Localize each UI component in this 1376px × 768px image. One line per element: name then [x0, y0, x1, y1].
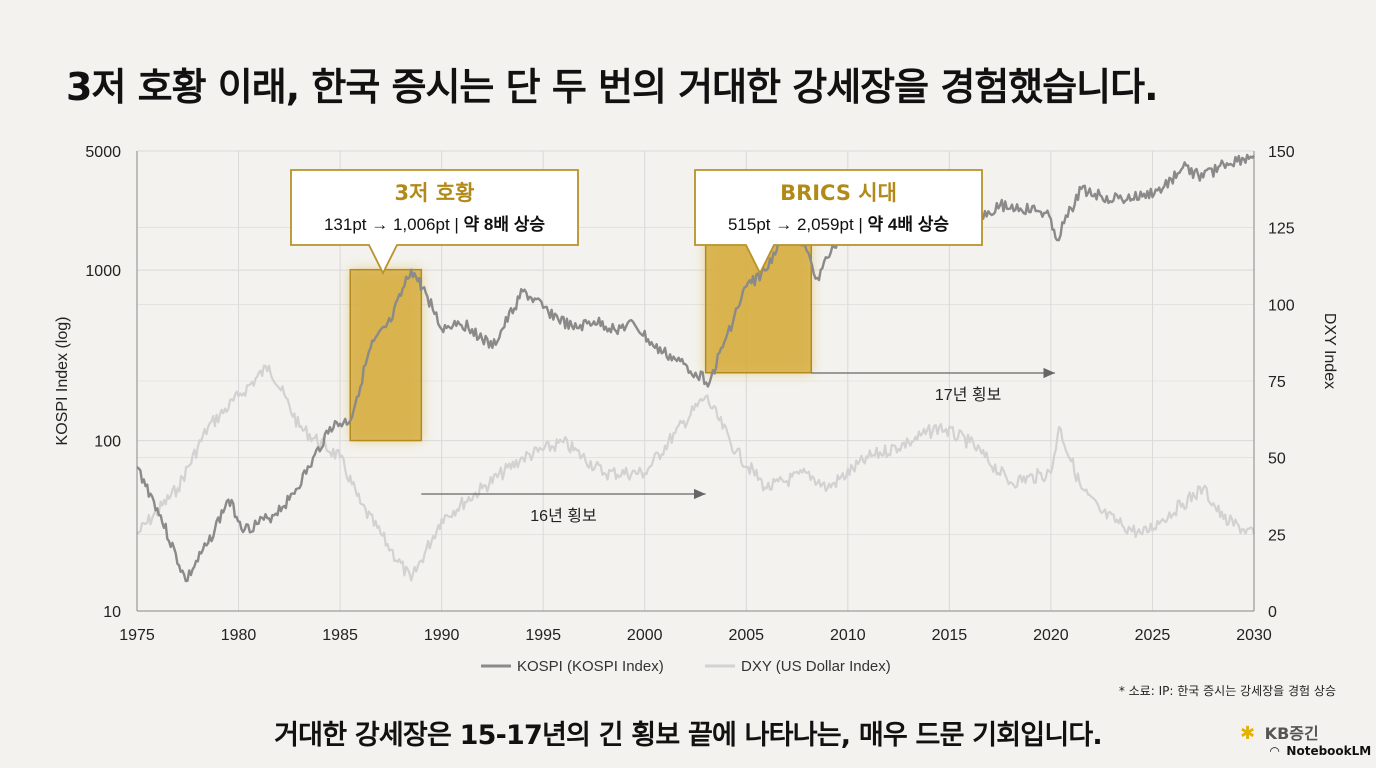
- y-right-axis-label: DXY Index: [1321, 313, 1338, 389]
- legend-label-dxy: DXY (US Dollar Index): [741, 658, 891, 675]
- y-right-tick-label: 100: [1268, 297, 1295, 314]
- notebooklm-icon: ◠: [1270, 744, 1280, 758]
- x-tick-label: 1990: [424, 627, 460, 644]
- callout-body-text: 515pt → 2,059pt |: [728, 215, 868, 234]
- x-tick-label: 2025: [1135, 627, 1171, 644]
- x-tick-label: 1980: [221, 627, 257, 644]
- callouts: 3저 호황 131pt → 1,006pt | 약 8배 상승 BRICS 시대 51…: [290, 169, 983, 276]
- series-lines: [136, 153, 1256, 583]
- kospi-line: [136, 153, 1255, 583]
- callout-2: BRICS 시대 515pt → 2,059pt | 약 4배 상승: [694, 169, 983, 276]
- x-tick-label: 1975: [119, 627, 155, 644]
- callout-body: 131pt → 1,006pt | 약 8배 상승: [324, 214, 545, 234]
- y-left-tick-label: 10: [103, 604, 121, 621]
- annotation-label-2: 17년 횡보: [935, 386, 1001, 404]
- legend-label-kospi: KOSPI (KOSPI Index): [517, 658, 664, 675]
- annotations: 16년 횡보 17년 횡보: [421, 367, 1055, 525]
- x-tick-label: 2005: [728, 627, 764, 644]
- axes: 1975 1980 1985 1990 1995 2000 2005 2010 2015 2020…: [54, 144, 1338, 644]
- callout-box: [290, 169, 579, 276]
- credit-name: NotebookLM: [1286, 744, 1372, 758]
- callout-emphasis: 약 8배 상승: [464, 214, 546, 234]
- y-right-tick-label: 125: [1268, 221, 1295, 238]
- callout-box: [694, 169, 983, 276]
- x-tick-label: 2030: [1236, 627, 1272, 644]
- callout-title: BRICS 시대: [780, 181, 897, 205]
- brand-logo: ✱ KB증긴: [1240, 720, 1319, 744]
- x-tick-label: 2015: [932, 627, 968, 644]
- y-right-tick-label: 50: [1268, 451, 1286, 468]
- y-right-tick-label: 0: [1268, 604, 1277, 621]
- y-left-axis-label: KOSPI Index (log): [54, 317, 71, 446]
- y-left-tick-label: 5000: [85, 144, 121, 161]
- notebooklm-credit: ◠ NotebookLM: [1270, 744, 1371, 758]
- x-tick-label: 2010: [830, 627, 866, 644]
- callout-emphasis: 약 4배 상승: [868, 214, 950, 234]
- y-left-tick-label: 100: [94, 434, 121, 451]
- x-tick-label: 2000: [627, 627, 663, 644]
- callout-title: 3저 호황: [395, 181, 475, 205]
- highlight-box-1: [349, 268, 423, 442]
- brand-star-icon: ✱: [1240, 723, 1256, 744]
- x-tick-label: 2020: [1033, 627, 1069, 644]
- y-right-tick-label: 150: [1268, 144, 1295, 161]
- callout-body: 515pt → 2,059pt | 약 4배 상승: [728, 214, 949, 234]
- y-right-tick-label: 75: [1268, 374, 1286, 391]
- source-note: * 소료: IP: 한국 증시는 강세장을 경험 상승: [1118, 684, 1336, 698]
- legend: KOSPI (KOSPI Index) DXY (US Dollar Index): [481, 658, 891, 675]
- brand-name: KB증긴: [1264, 724, 1319, 743]
- y-right-tick-label: 25: [1268, 527, 1286, 544]
- callout-1: 3저 호황 131pt → 1,006pt | 약 8배 상승: [290, 169, 579, 276]
- y-left-tick-label: 1000: [85, 263, 121, 280]
- x-tick-label: 1995: [525, 627, 561, 644]
- annotation-label-1: 16년 횡보: [530, 507, 596, 525]
- page-title: 3저 호황 이래, 한국 증시는 단 두 번의 거대한 강세장을 경험했습니다.: [66, 65, 1159, 109]
- callout-body-text: 131pt → 1,006pt |: [324, 215, 464, 234]
- subtitle: 거대한 강세장은 15-17년의 긴 횡보 끝에 나타나는, 매우 드문 기회입…: [274, 720, 1103, 751]
- x-tick-label: 1985: [322, 627, 358, 644]
